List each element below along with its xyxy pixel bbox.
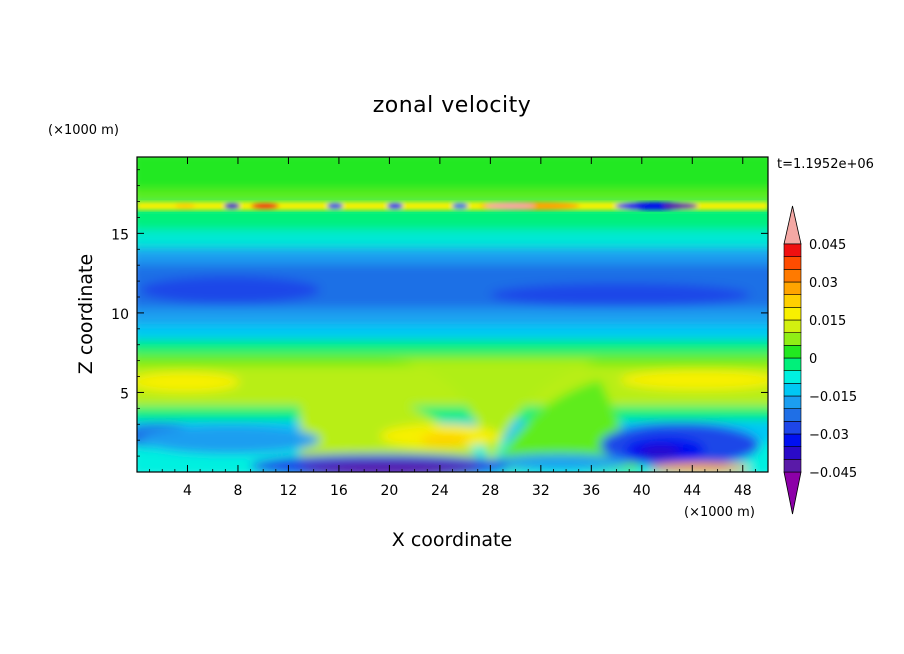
colorbar-box xyxy=(783,383,802,397)
y-tick-label: 15 xyxy=(111,227,129,243)
x-tick-label: 8 xyxy=(233,483,242,499)
x-tick-label: 40 xyxy=(633,483,651,499)
colorbar-box xyxy=(783,319,802,333)
colorbar-box xyxy=(783,307,802,321)
x-tick-label: 28 xyxy=(481,483,499,499)
x-unit-label: (×1000 m) xyxy=(684,505,755,520)
colorbar-box xyxy=(783,269,802,283)
x-tick-label: 44 xyxy=(683,483,701,499)
colorbar-max-arrow xyxy=(783,205,802,245)
colorbar: 0.045 0.03 0.015 0 −0.015 −0.03 −0.045 xyxy=(783,205,857,515)
x-tick-label: 36 xyxy=(582,483,600,499)
x-tick-label: 32 xyxy=(532,483,550,499)
y-axis: 5 10 15 xyxy=(111,169,768,457)
x-tick-label: 12 xyxy=(280,483,298,499)
colorbar-box xyxy=(783,256,802,270)
colorbar-box xyxy=(783,345,802,359)
colorbar-box xyxy=(783,446,802,460)
x-tick-label: 24 xyxy=(431,483,449,499)
chart-title: zonal velocity xyxy=(373,93,532,118)
colorbar-min-arrow xyxy=(783,471,802,515)
colorbar-label: −0.03 xyxy=(809,428,849,443)
colorbar-box xyxy=(783,408,802,422)
colorbar-box xyxy=(783,395,802,409)
y-axis-label: Z coordinate xyxy=(75,254,97,374)
x-axis: 4 8 12 16 20 24 28 32 36 40 44 48 xyxy=(149,157,756,499)
x-tick-label: 16 xyxy=(330,483,348,499)
colorbar-label: −0.045 xyxy=(809,466,857,481)
colorbar-box xyxy=(783,357,802,371)
y-tick-label: 5 xyxy=(120,386,129,402)
colorbar-box xyxy=(783,281,802,295)
colorbar-label: 0.045 xyxy=(809,238,846,253)
contour-field xyxy=(137,157,768,472)
x-tick-label: 20 xyxy=(380,483,398,499)
colorbar-box xyxy=(783,370,802,384)
colorbar-label: 0 xyxy=(809,352,817,367)
colorbar-label: 0.015 xyxy=(809,314,846,329)
colorbar-box xyxy=(783,459,802,473)
colorbar-box xyxy=(783,433,802,447)
x-axis-label: X coordinate xyxy=(392,529,512,551)
colorbar-box xyxy=(783,294,802,308)
colorbar-label: 0.03 xyxy=(809,276,838,291)
colorbar-box xyxy=(783,332,802,346)
colorbar-box xyxy=(783,243,802,257)
y-unit-label: (×1000 m) xyxy=(48,123,119,138)
colorbar-box xyxy=(783,421,802,435)
y-tick-label: 10 xyxy=(111,307,129,323)
time-stamp: t=1.1952e+06 xyxy=(777,157,874,172)
x-tick-label: 4 xyxy=(183,483,192,499)
colorbar-label: −0.015 xyxy=(809,390,857,405)
x-tick-label: 48 xyxy=(734,483,752,499)
